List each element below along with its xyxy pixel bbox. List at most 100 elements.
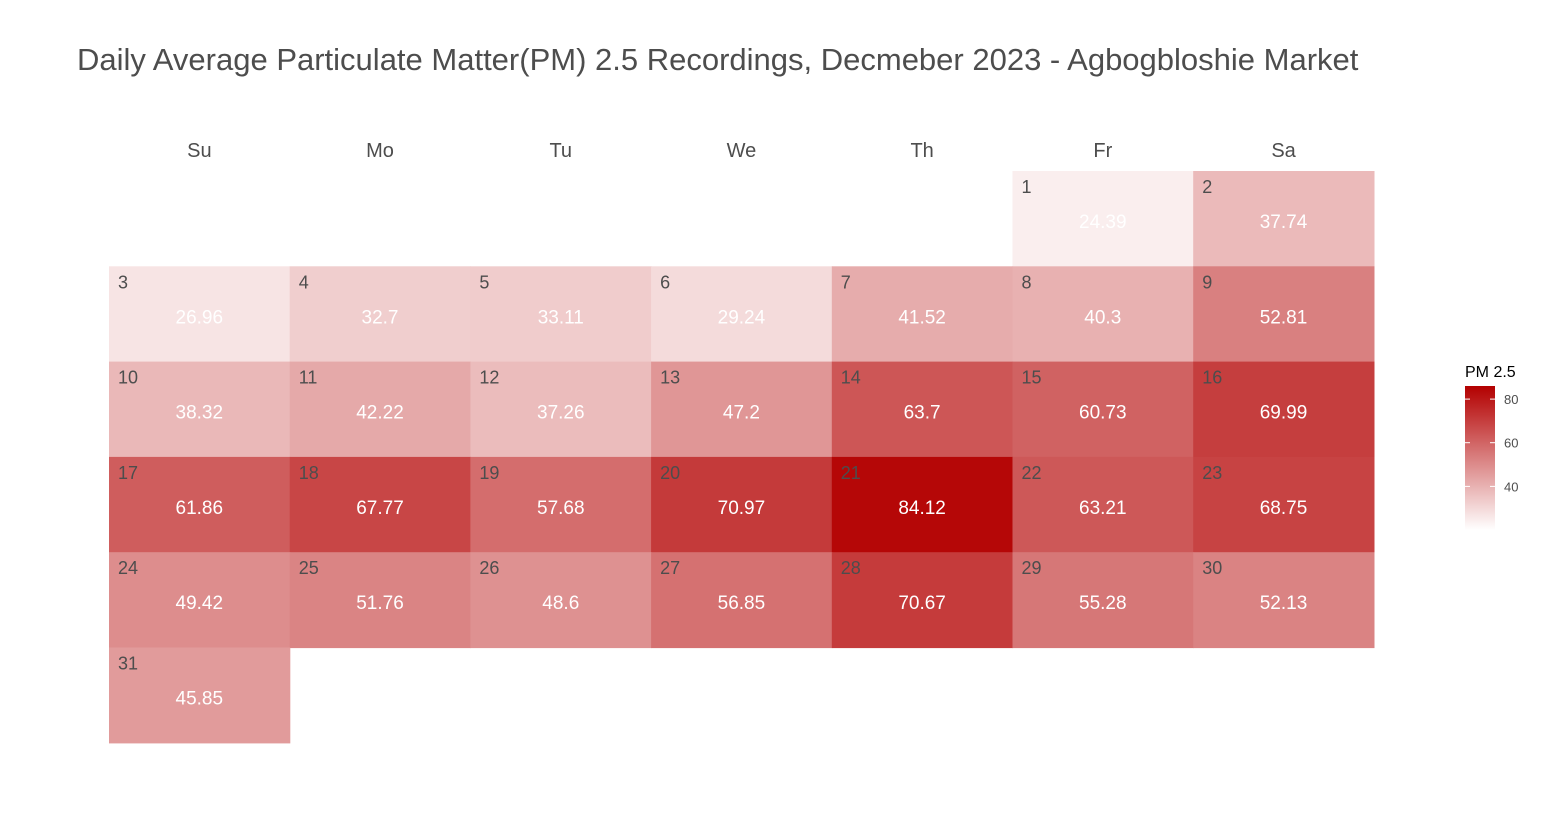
- day-cell-tile: [1012, 171, 1194, 267]
- legend-tick-label: 40: [1504, 479, 1518, 494]
- cell-value-label: 63.7: [904, 403, 941, 424]
- day-cell: 23 68.75: [1193, 456, 1375, 553]
- day-cell: 741.52: [831, 266, 1014, 363]
- day-cell-tile: [289, 456, 471, 553]
- day-cell: 533.11: [470, 266, 652, 363]
- day-cell-tile: [109, 266, 291, 363]
- weekday-label: Su: [187, 140, 211, 162]
- day-cell: 124.39: [1012, 171, 1194, 267]
- day-number: 3: [118, 272, 128, 292]
- day-cell: 10 38.32: [109, 361, 291, 458]
- day-number: 25: [299, 558, 319, 578]
- day-number: 28: [841, 558, 861, 578]
- day-number: 20: [660, 463, 680, 483]
- day-cell: 237.74: [1193, 171, 1375, 267]
- day-number: 12: [479, 368, 499, 388]
- day-number: 2: [1202, 177, 1212, 197]
- day-cell-tile: [651, 552, 833, 649]
- legend-title: PM 2.5: [1465, 364, 1516, 381]
- cell-value-label: 60.73: [1079, 403, 1127, 424]
- day-cell: 30 52.13: [1193, 552, 1375, 649]
- cell-value-label: 68.75: [1260, 498, 1308, 519]
- day-cell: 840.3: [1012, 266, 1194, 363]
- day-number: 15: [1022, 368, 1042, 388]
- day-cell: 24 49.42: [109, 552, 291, 649]
- cell-value-label: 37.26: [537, 403, 585, 424]
- cell-value-label: 52.81: [1260, 307, 1308, 328]
- day-number: 31: [118, 654, 138, 674]
- day-cell-tile: [1012, 266, 1194, 363]
- day-number: 18: [299, 463, 319, 483]
- day-cell-tile: [109, 456, 291, 553]
- cell-value-label: 70.97: [718, 498, 766, 519]
- day-cell-tile: [1193, 361, 1375, 458]
- cell-value-label: 69.99: [1260, 403, 1308, 424]
- day-cell: 14 63.7: [831, 361, 1014, 458]
- day-cell-tile: [1012, 361, 1194, 458]
- day-cell: 19 57.68: [470, 456, 652, 553]
- cell-value-label: 33.11: [538, 307, 584, 328]
- cell-value-label: 49.42: [176, 593, 224, 614]
- day-number: 6: [660, 272, 670, 292]
- cell-value-label: 24.39: [1079, 212, 1127, 233]
- day-cell-tile: [1193, 171, 1375, 267]
- day-cell-tile: [651, 361, 833, 458]
- day-cell: 629.24: [651, 266, 833, 363]
- day-number: 4: [299, 272, 309, 292]
- weekday-label: Fr: [1093, 140, 1112, 162]
- day-cell-tile: [289, 266, 471, 363]
- day-cell: 25 51.76: [289, 552, 471, 649]
- day-number: 23: [1202, 463, 1222, 483]
- day-number: 9: [1202, 272, 1212, 292]
- day-cell-tile: [1193, 456, 1375, 553]
- day-cell: 12 37.26: [470, 361, 652, 458]
- day-cell: 326.96: [109, 266, 291, 363]
- cell-value-label: 51.76: [356, 593, 404, 614]
- cell-value-label: 47.2: [723, 403, 760, 424]
- day-number: 13: [660, 368, 680, 388]
- day-cell: 952.81: [1193, 266, 1375, 363]
- weekday-label: Tu: [549, 140, 572, 162]
- cell-value-label: 42.22: [356, 403, 404, 424]
- cell-value-label: 67.77: [356, 498, 404, 519]
- day-number: 19: [479, 463, 499, 483]
- day-cell-tile: [109, 361, 291, 458]
- day-cell: 13 47.2: [651, 361, 833, 458]
- cell-value-label: 40.3: [1084, 307, 1121, 328]
- day-cell: 29 55.28: [1012, 552, 1194, 649]
- day-number: 21: [841, 463, 861, 483]
- cell-value-label: 38.32: [176, 403, 224, 424]
- cell-value-label: 55.28: [1079, 593, 1127, 614]
- day-cell-tile: [1012, 552, 1194, 649]
- day-number: 22: [1022, 463, 1042, 483]
- day-cell: 432.7: [289, 266, 471, 363]
- weekday-header: Su Mo Tu We Th Fr Sa: [187, 140, 1297, 162]
- day-number: 11: [299, 368, 318, 388]
- day-cell: 21 84.12: [831, 456, 1014, 553]
- cell-value-label: 57.68: [537, 498, 585, 519]
- cell-value-label: 37.74: [1260, 212, 1308, 233]
- day-cell-tile: [289, 361, 471, 458]
- cell-value-label: 29.24: [718, 307, 766, 328]
- cell-value-label: 45.85: [176, 689, 224, 710]
- day-number: 27: [660, 558, 680, 578]
- day-cells: 124.39237.74326.96432.7533.11629.24741.5…: [109, 171, 1375, 744]
- day-number: 29: [1022, 558, 1042, 578]
- cell-value-label: 63.21: [1079, 498, 1127, 519]
- legend-colorbar: [1465, 386, 1495, 530]
- day-number: 1: [1022, 177, 1032, 197]
- day-cell-tile: [109, 647, 291, 744]
- cell-value-label: 52.13: [1260, 593, 1308, 614]
- day-cell: 17 61.86: [109, 456, 291, 553]
- color-legend: PM 2.5 40 60 80: [1465, 364, 1518, 530]
- cell-value-label: 41.52: [898, 307, 946, 328]
- day-number: 17: [118, 463, 138, 483]
- day-cell: 28 70.67: [831, 552, 1014, 649]
- day-cell-tile: [651, 456, 833, 553]
- day-number: 14: [841, 368, 861, 388]
- cell-value-label: 61.86: [176, 498, 224, 519]
- day-cell-tile: [651, 266, 833, 363]
- day-cell: 20 70.97: [651, 456, 833, 553]
- weekday-label: Th: [910, 140, 933, 162]
